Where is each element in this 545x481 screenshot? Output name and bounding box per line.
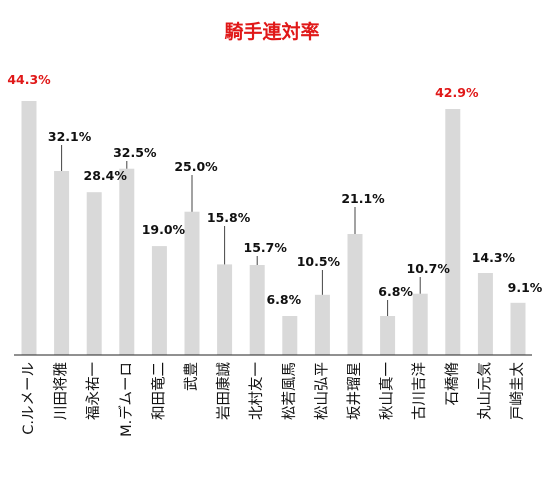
- bar-2: [54, 171, 70, 355]
- category-label-7: 岩田康誠: [216, 362, 233, 420]
- data-label-1: 44.3%: [7, 72, 51, 87]
- bar-10: [314, 294, 330, 355]
- data-label-14: 42.9%: [435, 85, 479, 100]
- category-label-5: 和田竜二: [150, 362, 167, 420]
- bar-9: [282, 316, 298, 355]
- category-label-3: 福永祐一: [85, 362, 102, 420]
- bar-11: [347, 234, 363, 355]
- data-label-12: 6.8%: [378, 284, 413, 299]
- data-label-4: 32.5%: [113, 145, 157, 160]
- category-label-6: 武豊: [183, 362, 200, 391]
- category-label-2: 川田将雅: [53, 362, 70, 420]
- data-label-13: 10.7%: [407, 261, 451, 276]
- category-label-12: 秋山真一: [378, 362, 396, 420]
- data-label-15: 14.3%: [472, 250, 516, 265]
- data-label-6: 25.0%: [174, 159, 218, 174]
- category-label-14: 石橋脩: [444, 362, 461, 406]
- category-label-11: 坂井瑠星: [346, 362, 363, 420]
- category-label-13: 古川吉洋: [411, 362, 428, 420]
- category-label-9: 松若風馬: [281, 362, 298, 420]
- data-label-10: 10.5%: [297, 254, 341, 269]
- data-label-3: 28.4%: [84, 168, 128, 183]
- bar-12: [380, 316, 396, 355]
- chart-title: 騎手連対率: [224, 20, 319, 43]
- bar-8: [249, 265, 265, 355]
- data-label-2: 32.1%: [48, 129, 92, 144]
- bar-6: [184, 211, 200, 355]
- bar-3: [86, 192, 102, 355]
- bar-1: [21, 101, 37, 355]
- bar-16: [510, 302, 526, 355]
- bar-15: [477, 273, 493, 355]
- category-label-15: 丸山元気: [476, 362, 493, 420]
- bar-4: [119, 168, 135, 355]
- category-label-16: 戸崎圭太: [509, 362, 526, 420]
- data-label-5: 19.0%: [142, 222, 186, 237]
- category-label-4: M.デムーロ: [117, 362, 135, 437]
- data-label-16: 9.1%: [508, 280, 543, 295]
- category-label-1: C.ルメール: [21, 362, 37, 435]
- category-label-8: 北村友一: [248, 362, 265, 420]
- bar-13: [412, 293, 428, 355]
- data-label-7: 15.8%: [207, 210, 251, 225]
- bar-5: [151, 246, 167, 355]
- bar-7: [217, 264, 233, 355]
- data-label-8: 15.7%: [244, 240, 288, 255]
- data-label-9: 6.8%: [266, 292, 301, 307]
- category-label-10: 松山弘平: [313, 362, 330, 420]
- data-label-11: 21.1%: [341, 191, 385, 206]
- bar-14: [445, 109, 461, 355]
